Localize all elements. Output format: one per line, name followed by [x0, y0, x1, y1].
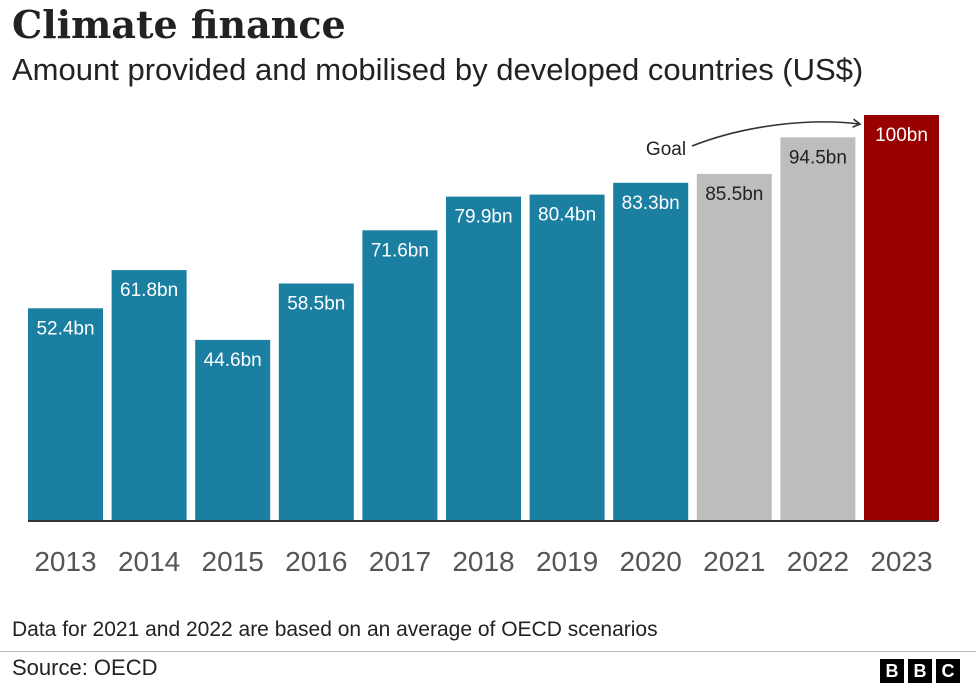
value-label-2019: 80.4bn [538, 205, 596, 226]
bbc-logo: B B C [880, 659, 960, 683]
footer-divider [0, 651, 976, 652]
x-tick-labels-group: 2013 2014 2015 2016 2017 2018 2019 2020 2021 2022… [34, 546, 932, 577]
bar-2016 [278, 283, 354, 521]
bar-2021 [696, 173, 772, 521]
bar-2014 [111, 270, 187, 521]
bar-2015 [195, 339, 271, 521]
value-label-2020: 83.3bn [622, 193, 680, 214]
x-tick-label-2022: 2022 [787, 546, 849, 577]
x-tick-label-2017: 2017 [369, 546, 431, 577]
footnote: Data for 2021 and 2022 are based on an a… [12, 618, 658, 641]
bar-2013 [28, 308, 103, 521]
value-label-2021: 85.5bn [705, 184, 763, 205]
value-label-2017: 71.6bn [371, 240, 429, 261]
x-tick-label-2014: 2014 [118, 546, 180, 577]
x-tick-label-2023: 2023 [870, 546, 932, 577]
value-label-2014: 61.8bn [120, 280, 178, 301]
value-label-2018: 79.9bn [454, 207, 512, 228]
x-tick-label-2013: 2013 [34, 546, 96, 577]
bar-2018 [446, 196, 521, 521]
x-tick-label-2018: 2018 [452, 546, 514, 577]
value-labels-group: 52.4bn 61.8bn 44.6bn 58.5bn 71.6bn 79.9bn 80.4… [36, 125, 927, 371]
x-tick-label-2021: 2021 [703, 546, 765, 577]
value-label-2015: 44.6bn [204, 350, 262, 371]
bbc-logo-letter: C [936, 659, 960, 683]
bar-2019 [529, 194, 605, 521]
goal-label: Goal [646, 139, 686, 160]
x-tick-label-2015: 2015 [202, 546, 264, 577]
x-tick-label-2016: 2016 [285, 546, 347, 577]
value-label-2022: 94.5bn [789, 147, 847, 168]
chart-title: Climate finance [12, 2, 346, 47]
chart-subtitle: Amount provided and mobilised by develop… [12, 52, 864, 87]
bars-group [28, 115, 939, 522]
bar-2020 [613, 182, 689, 522]
x-tick-label-2019: 2019 [536, 546, 598, 577]
bar-chart: 52.4bn 61.8bn 44.6bn 58.5bn 71.6bn 79.9bn 80.4… [28, 115, 939, 577]
bbc-logo-letter: B [880, 659, 904, 683]
x-tick-label-2020: 2020 [620, 546, 682, 577]
bar-2023 [864, 115, 939, 521]
bbc-logo-letter: B [908, 659, 932, 683]
bar-2022 [780, 137, 856, 522]
bar-2017 [362, 230, 438, 522]
source-text: Source: OECD [12, 655, 158, 680]
value-label-2016: 58.5bn [287, 294, 345, 315]
value-label-2023: 100bn [875, 125, 928, 146]
value-label-2013: 52.4bn [36, 318, 94, 339]
goal-annotation: Goal [646, 118, 862, 160]
goal-arrow [691, 118, 862, 147]
